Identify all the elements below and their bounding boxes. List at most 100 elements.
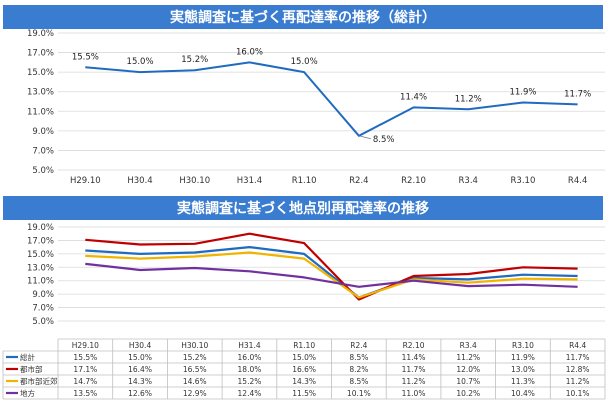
total-redelivery-chart: 19.0% 17.0% 15.0% 13.0% 11.0% 9.0% 7.0% 5.0% H29…	[27, 29, 605, 186]
table-cell: 11.2%	[456, 353, 480, 362]
table-cell: 14.6%	[183, 377, 207, 386]
table-cell: 12.8%	[566, 365, 590, 374]
table-header-r2-4: R2.4	[350, 341, 367, 350]
table-header-h30-10: H30.10	[181, 341, 208, 350]
table-cell: 11.0%	[402, 389, 426, 398]
table-cell: 11.4%	[402, 353, 426, 362]
table-header-r3-10: R3.10	[512, 341, 534, 350]
data-label: 16.0%	[236, 47, 263, 57]
table-header-h29-10: H29.10	[72, 341, 99, 350]
x-tick-label-h30-4: H30.4	[127, 176, 152, 186]
table-cell: 18.0%	[238, 365, 262, 374]
x-tick-label-h31-4: H31.4	[237, 176, 262, 186]
legend-label: 都市部近郊	[20, 376, 58, 386]
x-tick-label-r4-4: R4.4	[568, 176, 587, 186]
table-cell: 10.4%	[511, 389, 535, 398]
table-cell: 15.0%	[292, 353, 316, 362]
table-cell: 14.7%	[73, 377, 97, 386]
chart1-title: 実態調査に基づく再配達率の推移（総計）	[3, 5, 603, 29]
legend-label: 総計	[20, 352, 35, 362]
table-cell: 16.4%	[128, 365, 152, 374]
table-cell: 13.5%	[73, 389, 97, 398]
table-cell: 15.2%	[238, 377, 262, 386]
y-tick-label: 19.0%	[27, 29, 54, 39]
table-cell: 11.7%	[402, 365, 426, 374]
y-tick-label: 17.0%	[27, 236, 54, 246]
table-cell: 10.1%	[566, 389, 590, 398]
x-tick-label-r1-10: R1.10	[292, 176, 317, 186]
table-header-r3-4: R3.4	[460, 341, 477, 350]
table-cell: 10.1%	[347, 389, 371, 398]
x-tick-label-r2-10: R2.10	[401, 176, 426, 186]
table-cell: 11.2%	[566, 377, 590, 386]
y-tick-label: 7.0%	[32, 146, 54, 156]
table-cell: 17.1%	[73, 365, 97, 374]
table-cell: 13.0%	[511, 365, 535, 374]
series-line-	[85, 262, 578, 288]
table-cell: 16.6%	[292, 365, 316, 374]
x-tick-label-r2-4: R2.4	[349, 176, 368, 186]
table-header-r1-10: R1.10	[293, 341, 315, 350]
table-cell: 15.5%	[73, 353, 97, 362]
legend-label: 地方	[20, 388, 35, 398]
x-tick-label-r3-4: R3.4	[459, 176, 478, 186]
table-cell: 11.5%	[292, 389, 316, 398]
table-cell: 10.7%	[456, 377, 480, 386]
series-line-	[85, 251, 578, 299]
x-tick-label-h30-10: H30.10	[179, 176, 210, 186]
table-cell: 12.6%	[128, 389, 152, 398]
y-tick-label: 5.0%	[32, 166, 54, 176]
data-label: 15.2%	[181, 55, 208, 65]
y-tick-label: 15.0%	[27, 250, 54, 260]
data-label: 11.9%	[509, 87, 536, 97]
series-line-	[85, 232, 578, 301]
legend-label: 都市部	[20, 364, 43, 374]
table-header-h31-4: H31.4	[238, 341, 261, 350]
data-label: 15.5%	[72, 52, 99, 62]
table-cell: 16.0%	[238, 353, 262, 362]
table-cell: 14.3%	[292, 377, 316, 386]
x-tick-label-r3-10: R3.10	[511, 176, 536, 186]
table-cell: 12.4%	[238, 389, 262, 398]
y-tick-label: 13.0%	[27, 88, 54, 98]
table-cell: 8.2%	[349, 365, 368, 374]
table-cell: 8.5%	[349, 377, 368, 386]
table-header-r4-4: R4.4	[569, 341, 586, 350]
y-tick-label: 11.0%	[27, 107, 54, 117]
y-tick-label: 19.0%	[27, 223, 54, 233]
chart2-title: 実態調査に基づく地点別再配達率の推移	[3, 196, 603, 220]
table-header-h30-4: H30.4	[129, 341, 152, 350]
data-label-leader	[358, 135, 371, 140]
table-cell: 12.9%	[183, 389, 207, 398]
y-tick-label: 9.0%	[32, 290, 54, 300]
y-tick-label: 7.0%	[32, 304, 54, 314]
x-tick-label-h29-10: H29.10	[70, 176, 101, 186]
y-tick-label: 11.0%	[27, 277, 54, 287]
table-cell: 11.7%	[566, 353, 590, 362]
table-cell: 14.3%	[128, 377, 152, 386]
data-label: 11.4%	[400, 92, 427, 102]
data-label: 8.5%	[373, 135, 395, 145]
y-tick-label: 5.0%	[32, 317, 54, 327]
data-label: 11.7%	[564, 89, 591, 99]
y-tick-label: 15.0%	[27, 68, 54, 78]
y-tick-label: 17.0%	[27, 49, 54, 59]
table-cell: 10.2%	[456, 389, 480, 398]
series-line-	[85, 61, 578, 137]
data-label: 15.0%	[127, 57, 154, 67]
data-label: 15.0%	[291, 57, 318, 67]
table-cell: 11.3%	[511, 377, 535, 386]
table-cell: 15.2%	[183, 353, 207, 362]
y-tick-label: 9.0%	[32, 127, 54, 137]
table-cell: 12.0%	[456, 365, 480, 374]
table-cell: 11.9%	[511, 353, 535, 362]
table-cell: 15.0%	[128, 353, 152, 362]
data-label: 11.2%	[455, 94, 482, 104]
table-cell: 11.2%	[402, 377, 426, 386]
y-tick-label: 13.0%	[27, 263, 54, 273]
table-cell: 8.5%	[349, 353, 368, 362]
table-header-r2-10: R2.10	[403, 341, 425, 350]
table-cell: 16.5%	[183, 365, 207, 374]
series-line-	[85, 246, 578, 299]
